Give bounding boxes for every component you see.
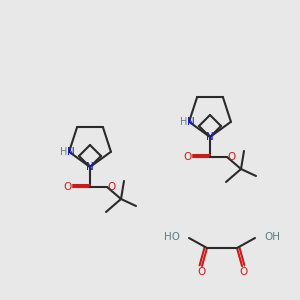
- Text: OH: OH: [264, 232, 280, 242]
- Text: O: O: [108, 182, 116, 192]
- Text: O: O: [197, 267, 205, 277]
- Text: H: H: [60, 147, 68, 157]
- Text: H: H: [180, 117, 188, 127]
- Text: N: N: [67, 147, 75, 157]
- Text: O: O: [239, 267, 247, 277]
- Text: O: O: [184, 152, 192, 162]
- Text: HO: HO: [164, 232, 180, 242]
- Text: N: N: [187, 117, 195, 127]
- Text: N: N: [86, 162, 94, 172]
- Text: O: O: [228, 152, 236, 162]
- Text: N: N: [206, 132, 214, 142]
- Text: O: O: [64, 182, 72, 192]
